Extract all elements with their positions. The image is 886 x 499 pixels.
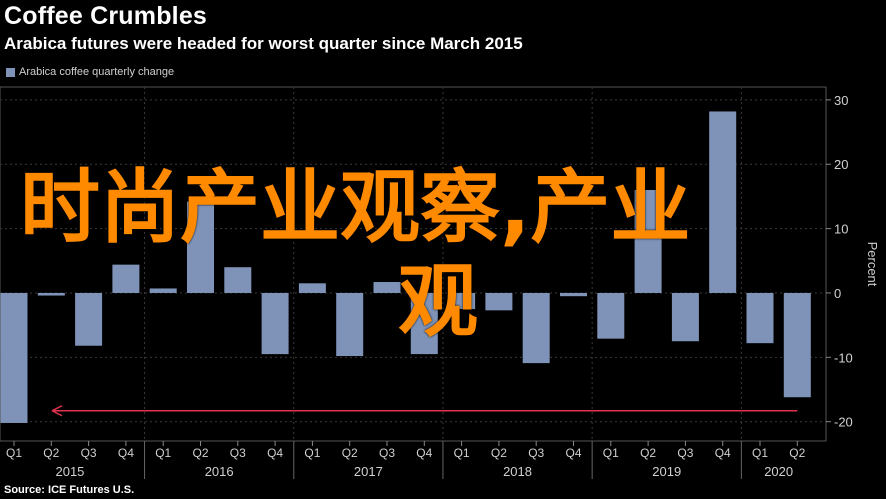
y-tick-label: -20: [834, 415, 853, 430]
x-tick-label: Q4: [565, 446, 581, 460]
x-tick-label: Q1: [603, 446, 619, 460]
chart-subtitle: Arabica futures were headed for worst qu…: [4, 34, 523, 53]
bar: [37, 292, 65, 296]
x-tick-label: Q1: [6, 446, 22, 460]
bar: [709, 111, 737, 293]
chart-title: Coffee Crumbles: [4, 2, 208, 30]
x-tick-label: Q2: [192, 446, 208, 460]
bar: [634, 189, 662, 293]
bar: [224, 267, 252, 293]
bar: [485, 292, 513, 311]
y-tick-label: 0: [834, 286, 841, 301]
x-year-label: 2016: [205, 464, 234, 479]
bar: [112, 264, 140, 293]
x-tick-label: Q3: [677, 446, 693, 460]
bar: [261, 292, 289, 355]
x-year-label: 2018: [503, 464, 532, 479]
x-tick-label: Q3: [230, 446, 246, 460]
bar: [75, 292, 103, 346]
x-tick-label: Q3: [81, 446, 97, 460]
x-tick-label: Q3: [528, 446, 544, 460]
bar: [0, 292, 28, 423]
bar: [187, 201, 214, 293]
bar: [448, 292, 476, 310]
x-tick-label: Q4: [118, 446, 134, 460]
y-axis-label: Percent: [865, 242, 880, 287]
x-tick-label: Q1: [454, 446, 470, 460]
annotation-arrow-head: [51, 405, 63, 417]
x-year-label: 2020: [764, 464, 793, 479]
watermark-text-line1: 时尚产业观察,产业: [20, 161, 691, 254]
plot-frame: [0, 86, 827, 442]
legend-swatch: [6, 67, 15, 77]
x-year-label: 2019: [652, 464, 681, 479]
y-tick-label: 30: [834, 93, 848, 108]
x-tick-label: Q2: [640, 446, 656, 460]
x-tick-label: Q2: [491, 446, 507, 460]
bar: [336, 292, 364, 357]
legend-label: Arabica coffee quarterly change: [19, 66, 175, 78]
bar: [671, 292, 699, 342]
x-tick-label: Q2: [43, 446, 59, 460]
x-tick-label: Q2: [342, 446, 358, 460]
x-tick-label: Q1: [155, 446, 171, 460]
bar: [746, 292, 774, 344]
y-tick-label: 10: [834, 222, 848, 237]
bar: [149, 288, 177, 293]
bar: [560, 292, 587, 297]
x-year-label: 2017: [354, 464, 383, 479]
x-tick-label: Q4: [715, 446, 731, 460]
x-tick-label: Q4: [416, 446, 432, 460]
bar: [410, 292, 438, 355]
y-tick-label: -10: [834, 350, 853, 365]
y-tick-label: 20: [834, 157, 848, 172]
x-tick-label: Q1: [304, 446, 320, 460]
legend: Arabica coffee quarterly change: [6, 66, 174, 78]
bar: [298, 283, 326, 293]
x-tick-label: Q2: [789, 446, 805, 460]
source-note: Source: ICE Futures U.S.: [4, 484, 135, 496]
x-tick-label: Q3: [379, 446, 395, 460]
bar: [597, 292, 625, 339]
x-year-label: 2015: [55, 464, 84, 479]
bar: [373, 282, 401, 293]
bar: [783, 292, 811, 398]
x-tick-label: Q4: [267, 446, 283, 460]
x-tick-label: Q1: [752, 446, 768, 460]
watermark-text-line2: 观: [398, 255, 478, 348]
bar: [522, 292, 550, 364]
